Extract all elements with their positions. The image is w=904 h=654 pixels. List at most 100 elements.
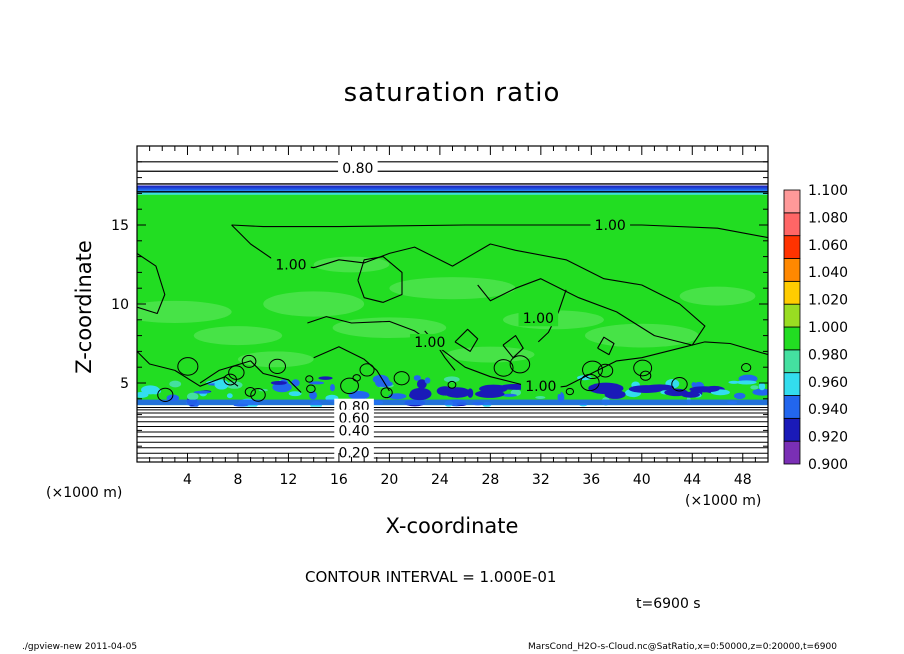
- contour-line-small: [380, 387, 393, 399]
- boundary-patch: [733, 392, 746, 400]
- contour-line-small: [580, 373, 600, 392]
- boundary-deep-patch: [475, 390, 505, 398]
- boundary-patch: [318, 376, 333, 380]
- cloud-streak-7: [679, 286, 756, 306]
- boundary-patch: [166, 394, 180, 402]
- contour-line-1-00: [199, 360, 302, 393]
- x-tick-label: 32: [532, 472, 550, 488]
- boundary-patch: [186, 392, 199, 401]
- colorbar-swatch: [783, 303, 801, 328]
- boundary-patch: [443, 376, 460, 383]
- x-axis-label: X-coordinate: [0, 514, 904, 538]
- contour-line-1-00: [454, 328, 479, 352]
- cloud-streak-9: [446, 346, 535, 363]
- colorbar-label: 0.960: [808, 375, 848, 391]
- contour-line-small: [250, 388, 266, 402]
- contour-line-small: [244, 386, 256, 397]
- contour-line-small: [565, 387, 575, 396]
- contour-line-1-00: [231, 224, 706, 346]
- colorbar-label: 1.100: [808, 183, 848, 199]
- contour-label-bg: [338, 160, 378, 177]
- contour-line-small: [228, 365, 245, 380]
- contour-line-1-00: [137, 252, 166, 315]
- boundary-patch: [226, 393, 233, 399]
- colorbar-label: 1.060: [808, 238, 848, 254]
- footer-right: MarsCond_H2O-s-Cloud.nc@SatRatio,x=0:500…: [528, 642, 837, 652]
- boundary-patch: [270, 380, 287, 385]
- boundary-patch: [375, 378, 383, 387]
- contour-label-bg: [518, 310, 559, 327]
- colorbar-swatch: [783, 372, 801, 396]
- x-axis-label-text: X-coordinate: [385, 514, 519, 538]
- contour-label-bg: [334, 444, 374, 461]
- region-subsaturated-lower: [137, 406, 768, 462]
- boundary-patch: [736, 380, 757, 385]
- contour-label: 1.00: [525, 379, 556, 395]
- boundary-patch: [388, 393, 407, 400]
- boundary-patch: [750, 385, 759, 390]
- colorbar-label: 0.900: [808, 457, 848, 473]
- boundary-patch: [288, 391, 302, 397]
- contour-line-small: [306, 384, 316, 394]
- chart-title: saturation ratio: [343, 78, 561, 108]
- contour-interval-note: CONTOUR INTERVAL = 1.000E-01: [305, 568, 557, 586]
- contour-line-small: [157, 387, 174, 403]
- cloud-streak-1: [193, 326, 283, 346]
- colorbar-label: 1.040: [808, 265, 848, 281]
- boundary-patch: [758, 382, 766, 391]
- boundary-patch: [308, 381, 325, 385]
- y-tick-label: 15: [111, 218, 129, 234]
- x-axis-unit: (×1000 m): [685, 493, 762, 509]
- contour-line-small: [241, 354, 257, 368]
- colorbar-label: 1.000: [808, 320, 848, 336]
- x-tick-label: 28: [481, 472, 499, 488]
- contour-line-small: [671, 376, 688, 392]
- boundary-patch: [416, 379, 427, 389]
- colorbar-swatch: [783, 440, 801, 465]
- boundary-blue-line: [137, 399, 768, 406]
- contour-label-bg: [409, 333, 450, 350]
- boundary-patch: [728, 380, 740, 384]
- contour-line-small: [582, 360, 603, 380]
- contour-line-1-00: [231, 224, 768, 239]
- boundary-patch: [226, 381, 243, 389]
- x-tick-label: 40: [633, 472, 651, 488]
- colorbar-swatch: [783, 235, 801, 259]
- x-tick-label: 16: [330, 472, 348, 488]
- contour-line-1-00: [502, 335, 524, 359]
- contour-line-1-00: [357, 256, 403, 303]
- y-axis-unit: (×1000 m): [46, 485, 123, 501]
- colorbar: 0.900 0.920 0.940 0.960 0.980 1.000 1.020 1.040…: [783, 183, 848, 473]
- contour-line-small: [359, 363, 375, 377]
- contour-label-bg: [271, 256, 311, 273]
- contour-line-small: [447, 380, 457, 389]
- colorbar-label: 0.980: [808, 347, 848, 363]
- contour-line-small: [352, 374, 361, 382]
- colorbar-label: 0.920: [808, 430, 848, 446]
- x-tick-label: 20: [380, 472, 398, 488]
- cloud-streak-2: [263, 291, 365, 317]
- region-top-band: [137, 185, 768, 195]
- x-tick-label: 44: [683, 472, 701, 488]
- colorbar-swatch: [783, 189, 801, 214]
- contour-label: 1.00: [523, 311, 554, 327]
- colorbar-label: 1.020: [808, 293, 848, 309]
- y-tick-label: 5: [120, 376, 129, 392]
- boundary-patch: [424, 377, 431, 384]
- cloud-streak-4: [389, 277, 516, 300]
- contour-line-small: [393, 371, 410, 386]
- colorbar-swatch: [783, 417, 801, 442]
- boundary-patch: [348, 390, 370, 400]
- contour-label-bg: [590, 217, 631, 233]
- boundary-patch: [413, 375, 421, 381]
- contour-line-1-00: [597, 336, 615, 356]
- x-tick-label: 48: [734, 472, 752, 488]
- contour-line-small: [340, 377, 359, 395]
- contour-label: 0.20: [338, 446, 369, 462]
- boundary-patch: [330, 383, 335, 392]
- x-tick-label: 24: [431, 472, 449, 488]
- boundary-patch: [291, 379, 300, 387]
- boundary-patch: [535, 396, 546, 399]
- contour-label: 1.00: [595, 218, 626, 234]
